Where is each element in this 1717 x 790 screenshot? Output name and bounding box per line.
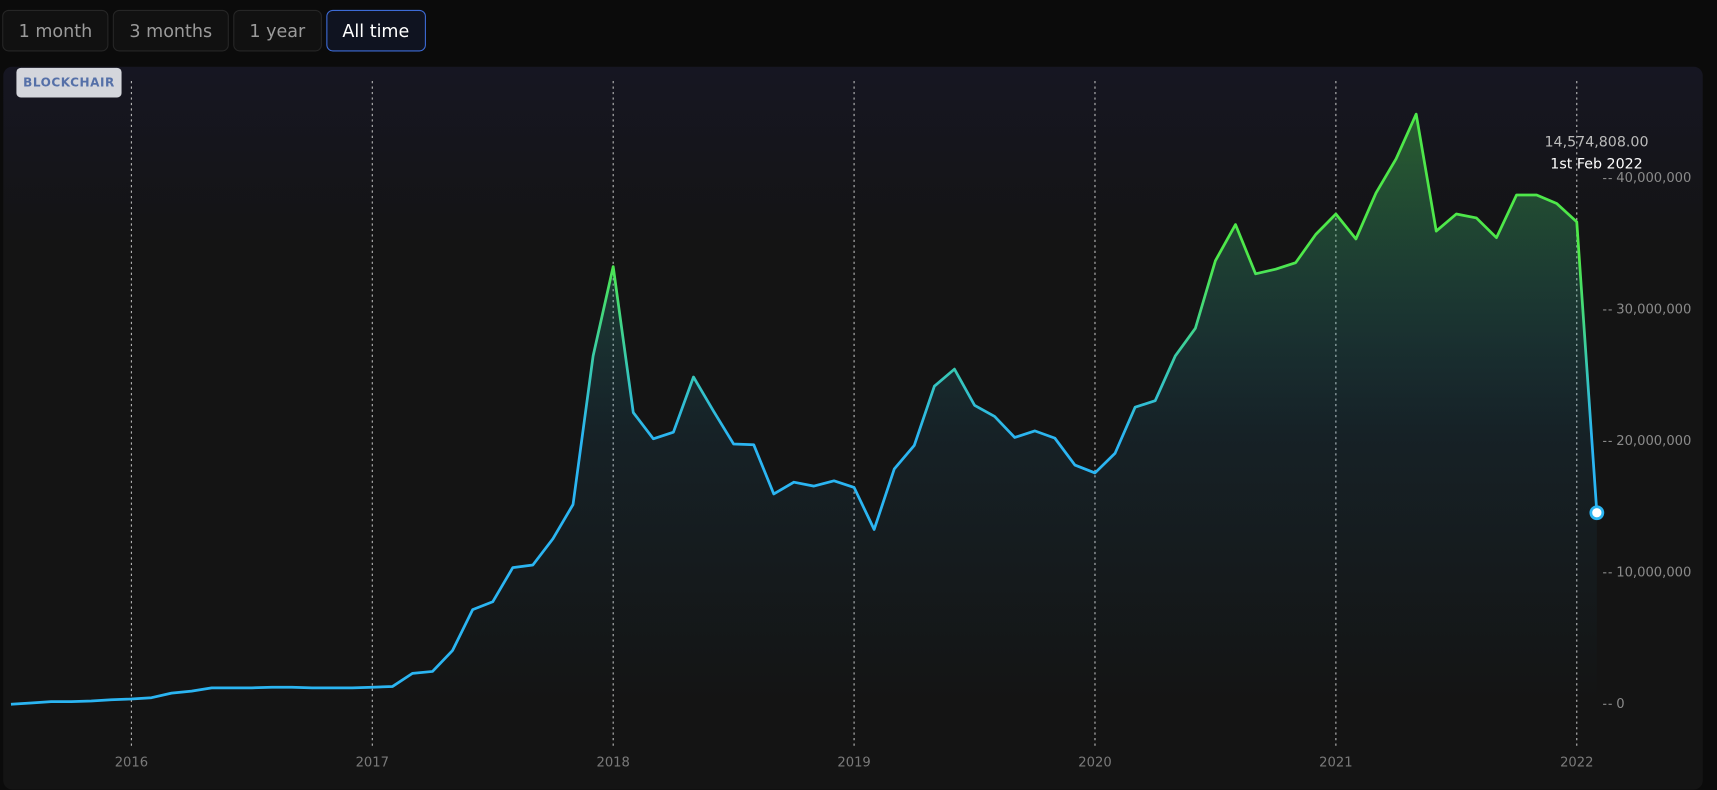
x-tick-label: 2017 [356,756,389,771]
range-buttons: 1 month 3 months 1 year All time [2,9,426,52]
y-tick-label: 10,000,000 [1616,565,1691,580]
watermark: BLOCKCHAIR [23,76,115,90]
tooltip-value: 14,574,808.00 [1544,134,1648,150]
x-tick-label: 2019 [837,756,870,771]
watermark-box [16,67,122,98]
range-button[interactable]: 1 month [2,9,109,52]
range-button[interactable]: All time [325,9,426,52]
line [10,112,1599,706]
y-tick-label: 40,000,000 [1616,171,1691,186]
tooltip-date: 1st Feb 2022 [1550,156,1642,172]
y-tick-label: 20,000,000 [1616,434,1691,449]
x-tick-label: 2021 [1319,756,1352,771]
x-tick-label: 2018 [596,756,629,771]
hover-marker [1589,505,1605,521]
range-button[interactable]: 3 months [113,9,229,52]
x-tick-label: 2022 [1560,756,1593,771]
x-tick-label: 2020 [1078,756,1111,771]
x-tick-label: 2016 [115,756,148,771]
area [10,114,1597,705]
y-tick-label: 0 [1616,697,1624,712]
y-tick-label: 30,000,000 [1616,302,1691,317]
range-button[interactable]: 1 year [232,9,322,52]
